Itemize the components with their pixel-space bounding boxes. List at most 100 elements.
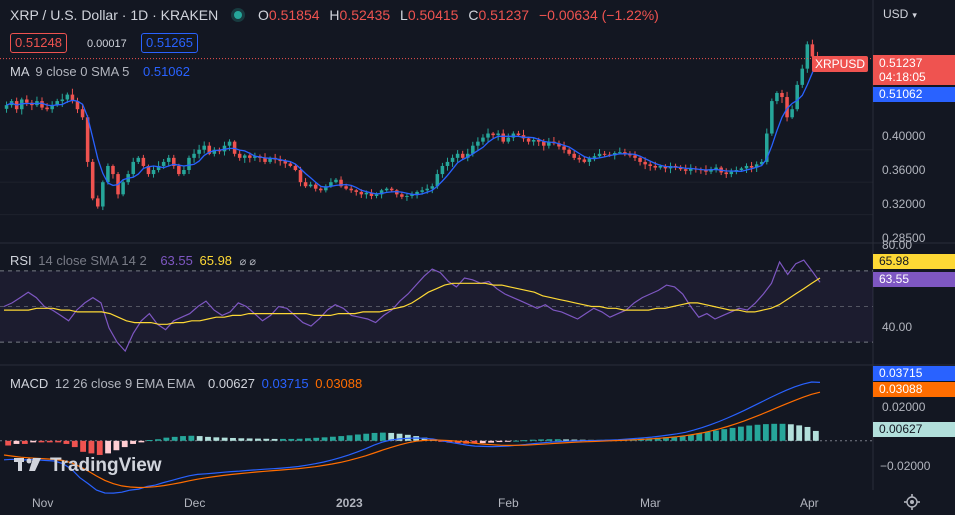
candle-body [481, 137, 485, 142]
macd-histogram-bar [130, 440, 136, 444]
candle-body [536, 140, 541, 142]
candle-body [85, 117, 90, 162]
macd-histogram-bar [671, 436, 678, 441]
candle-body [775, 92, 779, 102]
candle-body [40, 101, 44, 108]
candle-body [339, 179, 343, 187]
candle-body [395, 190, 399, 195]
macd-histogram-bar [388, 432, 395, 441]
candle-body [780, 92, 784, 98]
macd-histogram-bar [496, 440, 503, 443]
macd-histogram-bar [30, 440, 37, 443]
macd-histogram-bar [396, 433, 403, 441]
macd-histogram-bar [205, 436, 211, 441]
candle-body [465, 153, 470, 158]
bid-price-box[interactable]: 0.51248 [10, 33, 67, 53]
macd-histogram-bar [180, 436, 186, 441]
macd-histogram-bar [771, 423, 778, 441]
candle-body [101, 182, 105, 207]
macd-histogram-bar [55, 440, 62, 443]
macd-histogram-bar [754, 424, 761, 441]
candle-body [506, 137, 511, 142]
macd-histogram-bar [538, 439, 544, 441]
ask-price-box[interactable]: 0.51265 [141, 33, 198, 53]
candle-body [344, 186, 348, 189]
ma-legend[interactable]: MA 9 close 0 SMA 5 0.51062 [10, 64, 190, 79]
candle-body [298, 170, 303, 183]
price-axis-label: 0.40000 [882, 129, 926, 143]
candle-body [678, 167, 683, 170]
candle-body [501, 133, 506, 142]
macd-histogram-bar [704, 431, 711, 441]
time-axis[interactable]: Nov Dec 2023 Feb Mar Apr [32, 496, 819, 510]
macd-histogram-bar [729, 427, 736, 441]
candle-body [111, 165, 115, 175]
macd-histogram-bar [488, 440, 495, 443]
symbol-title[interactable]: XRP / U.S. Dollar · 1D · KRAKEN [10, 7, 219, 23]
macd-histogram-bar [812, 430, 819, 441]
rsi-legend[interactable]: RSI 14 close SMA 14 2 63.55 65.98 ⌀ ⌀ [10, 253, 256, 268]
candle-body [597, 153, 602, 157]
gear-icon[interactable] [904, 494, 920, 510]
macd-line [3, 381, 821, 494]
candle-body [187, 157, 191, 171]
macd-histogram-bar [146, 440, 153, 442]
price-axis-label: 0.36000 [882, 163, 926, 177]
candle-body [65, 94, 70, 100]
rsi-axis-label: 40.00 [882, 320, 912, 334]
candle-body [790, 109, 794, 118]
macd-histogram-bar [421, 437, 428, 441]
macd-histogram-bar [737, 426, 744, 441]
candle-body [131, 161, 136, 175]
rsi-axis-label: 80.00 [882, 238, 912, 252]
candle-body [765, 133, 769, 162]
candle-body [471, 145, 475, 154]
macd-histogram-bar [46, 440, 53, 443]
macd-histogram-bar [563, 439, 569, 441]
candle-body [308, 184, 313, 187]
macd-histogram-bar [296, 438, 303, 441]
macd-histogram-bar [321, 437, 328, 441]
candle-body [577, 157, 582, 160]
candle-body [70, 94, 75, 102]
candle-body [389, 188, 394, 191]
candle-body [724, 172, 729, 175]
candle-body [795, 84, 799, 110]
candle-body [491, 133, 495, 136]
macd-histogram-bar [88, 440, 95, 454]
macd-histogram-bar [329, 436, 336, 441]
macd-histogram-bar [221, 437, 228, 441]
candle-body [369, 192, 374, 196]
macd-histogram-bar [521, 440, 528, 442]
macd-histogram-bar [354, 434, 361, 441]
currency-selector[interactable]: USD ▾ [883, 7, 917, 21]
price-axis[interactable]: 0.40000 0.36000 0.32000 0.28500 80.00 40… [880, 129, 931, 473]
candle-body [268, 157, 272, 162]
candle-body [592, 156, 597, 158]
tradingview-brand: TradingView [50, 455, 162, 476]
candle-body [207, 145, 212, 154]
ohlc-high: H0.52435 [329, 7, 391, 23]
candle-body [445, 161, 450, 166]
candle-body [329, 182, 333, 187]
candle-body [805, 44, 810, 69]
candle-body [161, 161, 166, 166]
candle-body [800, 68, 805, 85]
rsi-sma-tag: 65.98 [873, 254, 955, 269]
macd-histogram-bar [255, 438, 261, 441]
candle-body [511, 133, 516, 138]
candle-body [810, 44, 815, 57]
candle-body [516, 133, 521, 136]
candle-body [237, 153, 242, 158]
candle-body [496, 133, 500, 136]
histogram-value-tag: 0.00627 [873, 422, 955, 437]
candle-body [151, 170, 156, 175]
candle-body [415, 191, 419, 195]
symbol-tag: XRPUSD [812, 56, 869, 72]
macd-legend[interactable]: MACD 12 26 close 9 EMA EMA 0.00627 0.037… [10, 376, 363, 391]
market-status-icon [234, 11, 243, 19]
candle-body [136, 157, 141, 162]
macd-histogram-bar [371, 432, 378, 441]
candle-body [253, 156, 257, 158]
